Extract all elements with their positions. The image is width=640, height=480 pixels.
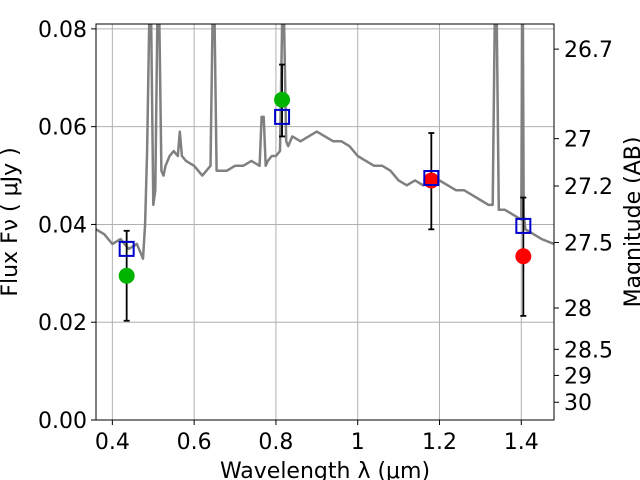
y-tick-label: 0.04	[38, 213, 87, 238]
plot-frame	[95, 23, 555, 421]
model-photometry-square	[515, 217, 532, 234]
x-tick-label: 1	[351, 430, 365, 455]
spectrum-line	[96, 24, 554, 260]
model-photometry-square	[423, 170, 440, 186]
y-tick-label: 0.02	[38, 311, 87, 336]
x-tick-label: 1.4	[504, 430, 539, 455]
x-tick-label: 0.4	[95, 430, 130, 455]
magnitude-tick-label: 28.5	[564, 338, 613, 363]
observed-point	[118, 267, 135, 284]
axes: 0.4 0.6 0.8 1 1.2 1.4 0.00 0.02 0.04 0.06 0.08 26.7…	[38, 18, 613, 455]
observed-point	[423, 172, 440, 189]
y-tick-label: 0.06	[38, 116, 87, 141]
y-axis-label: Flux Fν ( μJy )	[0, 147, 23, 296]
magnitude-tick-label: 26.7	[564, 38, 613, 63]
observed-point	[274, 91, 291, 108]
magnitude-tick-label: 28	[564, 297, 592, 322]
magnitude-axis-label: Magnitude (AB)	[621, 137, 640, 308]
magnitude-tick-label: 27.2	[564, 175, 613, 200]
model-photometry-square	[118, 240, 135, 257]
x-axis-label: Wavelength λ (μm)	[220, 459, 430, 480]
magnitude-tick-label: 27	[564, 128, 592, 153]
model-photometry-square	[274, 108, 291, 125]
x-tick-label: 0.6	[177, 430, 212, 455]
magnitude-tick-label: 27.5	[564, 231, 613, 256]
grid-lines	[96, 24, 554, 421]
y-tick-label: 0.08	[38, 18, 87, 43]
y-tick-label: 0.00	[38, 409, 87, 434]
magnitude-tick-label: 29	[564, 364, 592, 389]
observed-point	[515, 248, 532, 265]
x-tick-label: 0.8	[258, 430, 293, 455]
plot-area	[96, 24, 554, 322]
x-tick-label: 1.2	[422, 430, 457, 455]
magnitude-tick-label: 30	[564, 391, 592, 416]
